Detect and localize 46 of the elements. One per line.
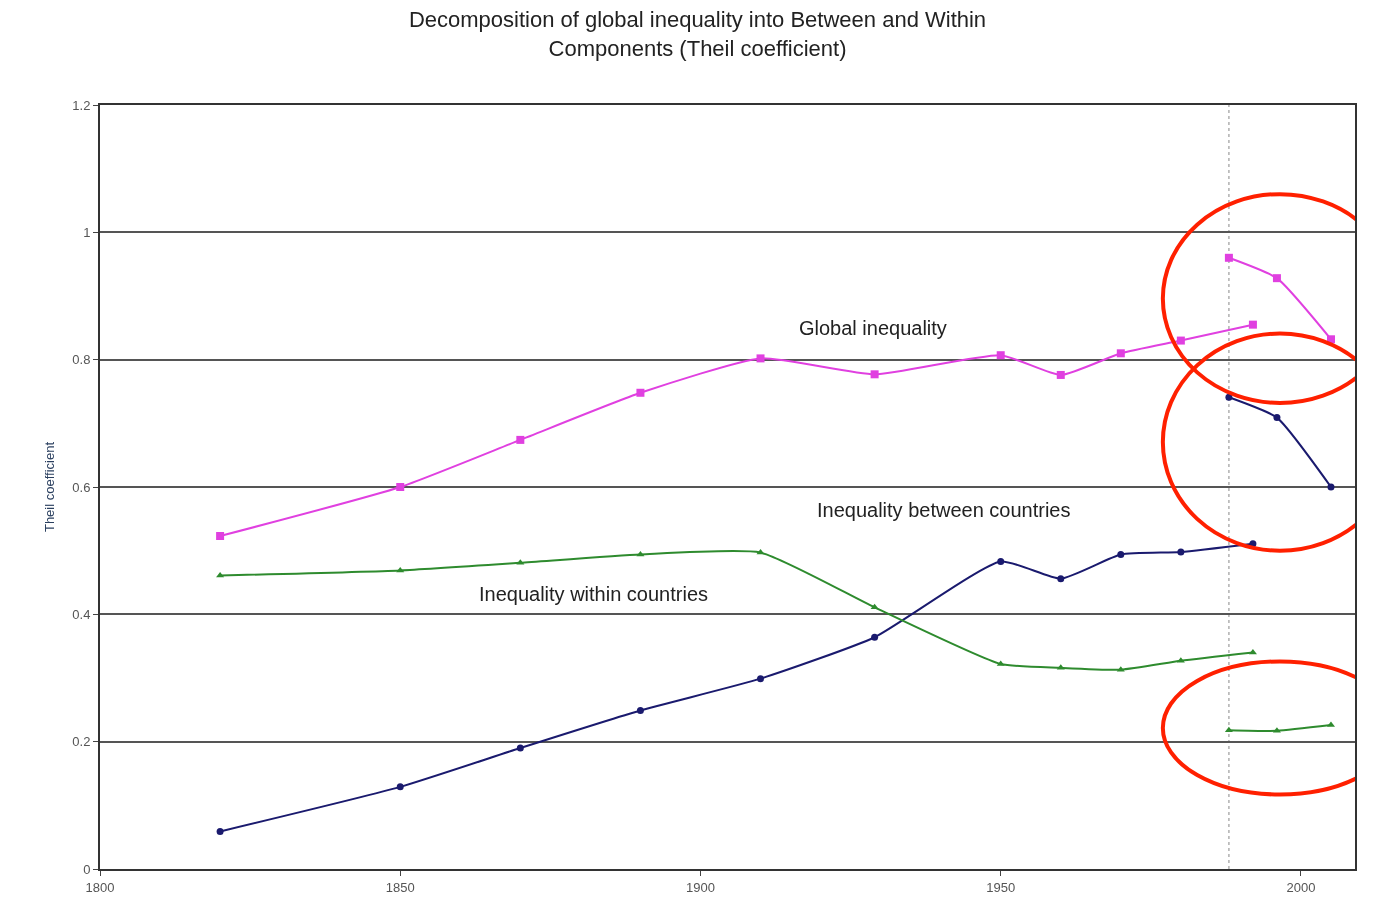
y-tick-label: 0 [83, 861, 91, 877]
point [997, 557, 1005, 565]
x-tick-label: 1950 [986, 879, 1016, 895]
chart-title: Decomposition of global inequality into Between and Within Components (Theil coefficient) [408, 7, 987, 61]
x-tick-label: 1900 [686, 879, 715, 895]
annotation: Global inequality [799, 317, 947, 339]
x-tick-label: 1850 [385, 879, 415, 895]
y-tick-label: 1 [83, 224, 91, 240]
point [516, 744, 524, 752]
x-tick-label: 1800 [85, 879, 115, 895]
point [1273, 414, 1281, 422]
point [1176, 336, 1185, 345]
y-axis-title: Theil coefficient [41, 441, 57, 533]
y-tick-label: 0.6 [72, 479, 91, 495]
point [636, 706, 644, 714]
point [996, 351, 1005, 360]
annotation: Inequality between countries [817, 499, 1071, 521]
point [396, 783, 404, 791]
point [396, 483, 405, 491]
point [1057, 575, 1065, 583]
point [870, 370, 879, 379]
point [636, 388, 645, 397]
point [1224, 253, 1233, 262]
point [1272, 274, 1281, 283]
point [1327, 483, 1335, 491]
point [756, 354, 765, 363]
y-tick-label: 1.2 [72, 97, 91, 113]
y-tick-label: 0.8 [72, 352, 91, 368]
annotation: Inequality within countries [479, 583, 709, 605]
point [216, 532, 225, 541]
point [1056, 370, 1065, 379]
point [871, 633, 879, 641]
point [1248, 320, 1257, 329]
point [216, 827, 224, 835]
y-tick-label: 0.2 [72, 734, 91, 750]
point [870, 603, 879, 610]
y-tick-label: 0.4 [72, 606, 91, 622]
point [396, 566, 405, 573]
point [1177, 548, 1185, 556]
point [636, 550, 645, 557]
point [1225, 393, 1233, 401]
x-tick-label: 2000 [1286, 879, 1316, 895]
point [757, 675, 765, 683]
point [1116, 349, 1125, 358]
point [1117, 550, 1125, 558]
point [516, 435, 525, 444]
